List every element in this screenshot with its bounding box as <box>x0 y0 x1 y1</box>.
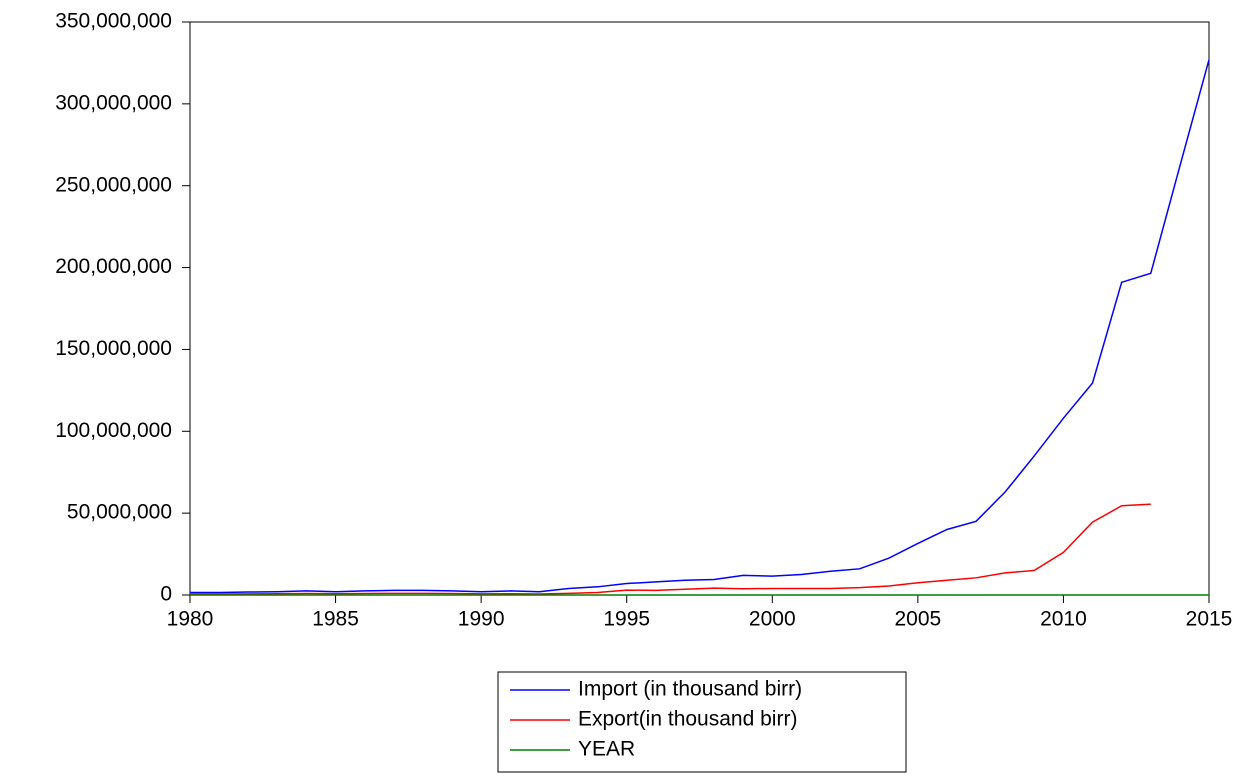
x-tick-label: 2005 <box>894 608 941 631</box>
x-tick-label: 1980 <box>167 608 214 631</box>
y-tick-label: 350,000,000 <box>55 10 172 33</box>
series-line <box>190 59 1210 594</box>
x-tick-label: 1990 <box>458 608 505 631</box>
legend-label: YEAR <box>578 738 635 761</box>
legend: Import (in thousand birr) Export(in thous… <box>497 671 907 773</box>
plot-frame <box>189 21 1210 596</box>
x-tick-label: 2015 <box>1186 608 1233 631</box>
y-tick-label: 50,000,000 <box>67 501 172 524</box>
y-tick-label: 100,000,000 <box>55 419 172 442</box>
legend-label: Import (in thousand birr) <box>578 678 802 701</box>
y-tick-label: 0 <box>160 583 172 606</box>
y-tick-label: 200,000,000 <box>55 255 172 278</box>
x-tick-label: 2000 <box>749 608 796 631</box>
x-tick-label: 2010 <box>1040 608 1087 631</box>
series-line <box>190 503 1151 595</box>
legend-box <box>497 671 907 773</box>
y-tick-label: 250,000,000 <box>55 173 172 196</box>
legend-label: Export(in thousand birr) <box>578 708 797 731</box>
x-tick-label: 1995 <box>603 608 650 631</box>
x-tick-label: 1985 <box>312 608 359 631</box>
y-tick-label: 300,000,000 <box>55 91 172 114</box>
y-tick-label: 150,000,000 <box>55 337 172 360</box>
